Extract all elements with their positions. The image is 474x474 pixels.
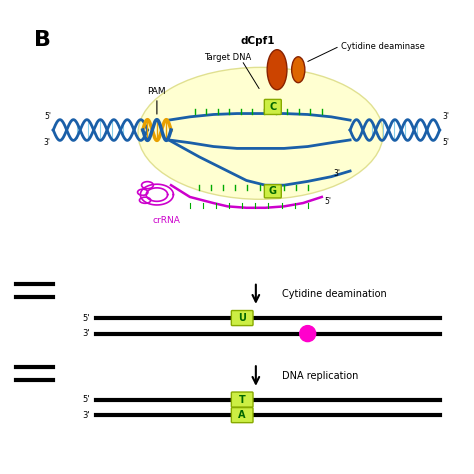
Text: dCpf1: dCpf1 (241, 36, 275, 46)
Text: 3': 3' (442, 112, 449, 121)
Text: 3': 3' (44, 138, 51, 147)
FancyBboxPatch shape (231, 408, 253, 423)
Text: 5': 5' (82, 395, 90, 404)
Ellipse shape (138, 67, 383, 199)
Text: 5': 5' (442, 138, 449, 147)
Circle shape (300, 326, 316, 342)
Text: G: G (269, 186, 277, 196)
FancyBboxPatch shape (231, 392, 253, 407)
Text: 5': 5' (82, 313, 90, 322)
Text: PAM: PAM (147, 87, 166, 96)
Text: Target DNA: Target DNA (204, 54, 251, 63)
Text: B: B (35, 30, 51, 50)
FancyBboxPatch shape (264, 185, 281, 198)
Text: U: U (238, 313, 246, 323)
Text: Cytidine deamination: Cytidine deamination (282, 290, 386, 300)
Text: A: A (238, 410, 246, 420)
Text: DNA replication: DNA replication (282, 371, 358, 381)
Text: C: C (269, 102, 276, 112)
Text: 5': 5' (324, 197, 331, 206)
FancyBboxPatch shape (264, 100, 281, 115)
Ellipse shape (292, 57, 305, 82)
Ellipse shape (267, 50, 287, 90)
FancyBboxPatch shape (231, 310, 253, 326)
Text: 3': 3' (82, 410, 90, 419)
Text: 5': 5' (44, 112, 51, 121)
Text: T: T (239, 394, 246, 405)
Text: crRNA: crRNA (152, 216, 180, 225)
Text: 3': 3' (334, 169, 341, 178)
Text: Cytidine deaminase: Cytidine deaminase (341, 42, 425, 51)
Text: 3': 3' (82, 329, 90, 338)
